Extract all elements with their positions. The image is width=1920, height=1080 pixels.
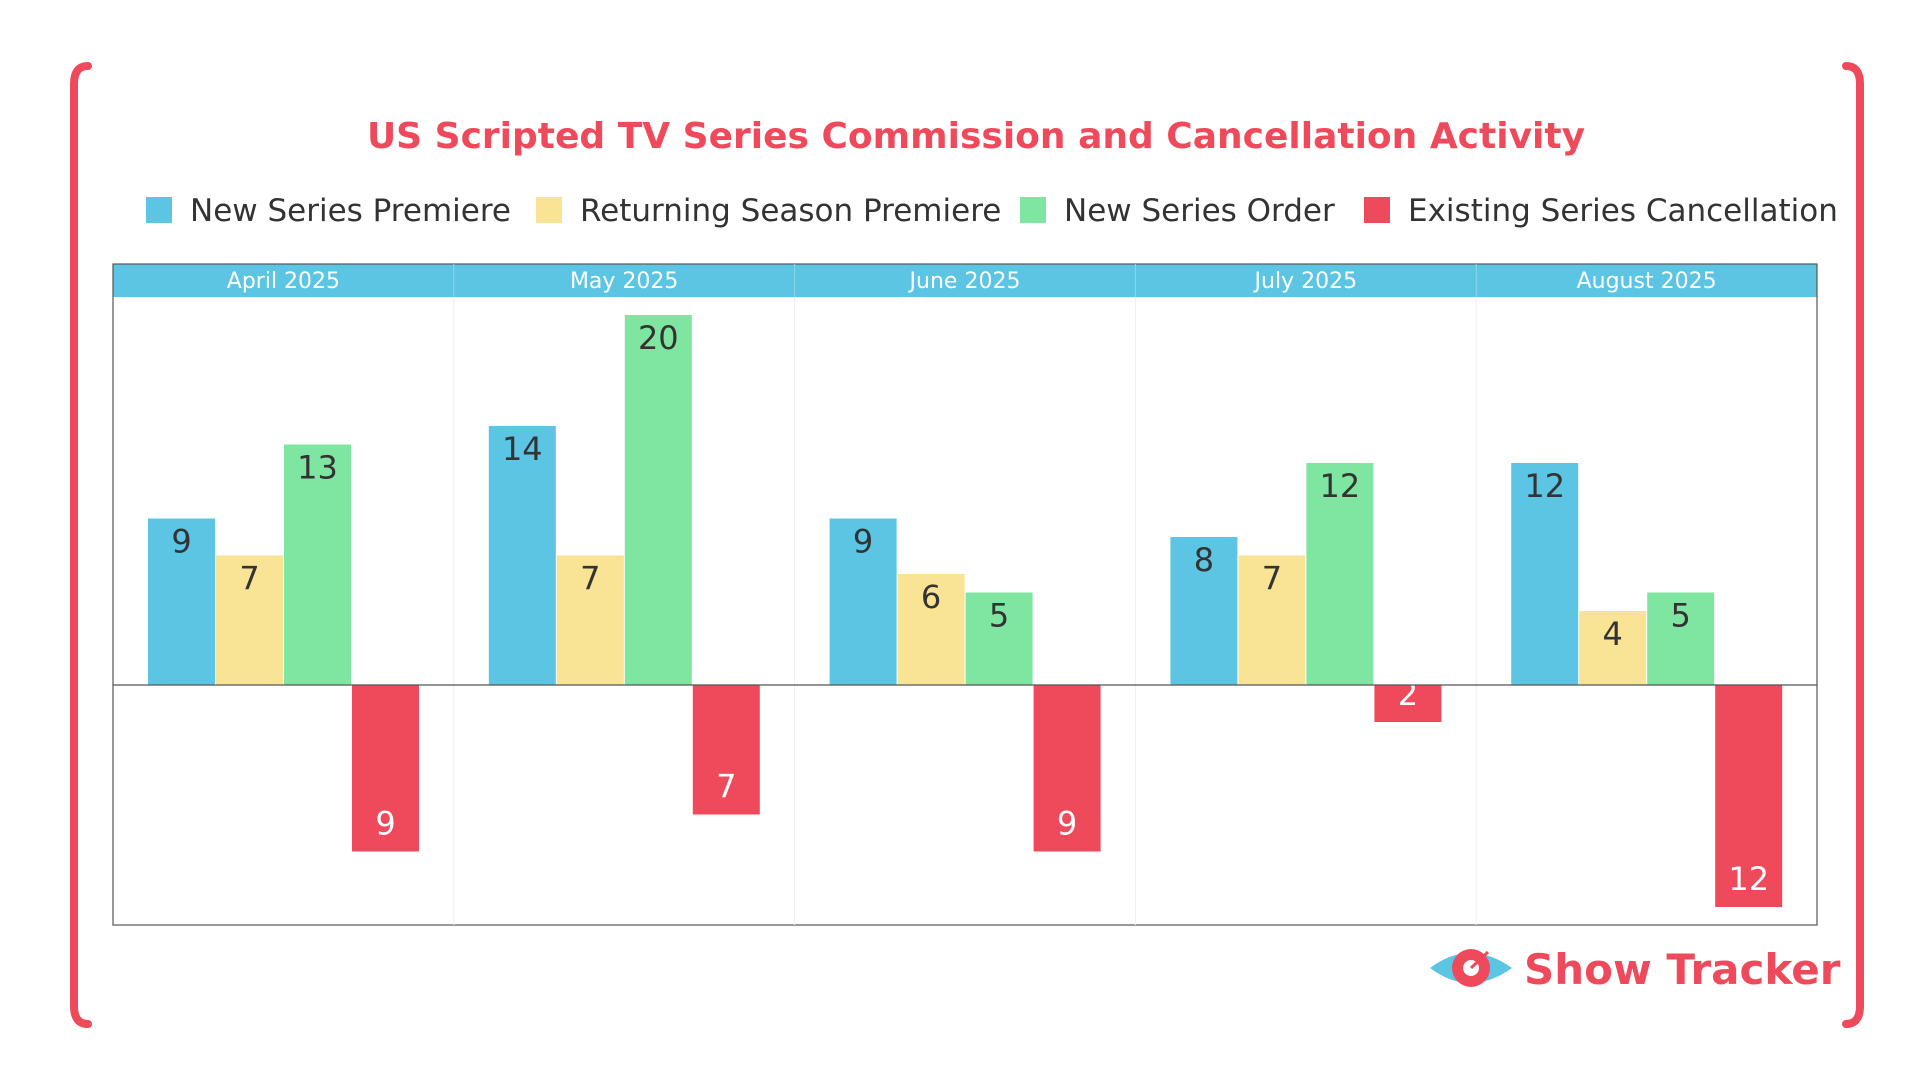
bar <box>1170 537 1238 685</box>
legend-label: Returning Season Premiere <box>580 193 1001 229</box>
chart-title: US Scripted TV Series Commission and Can… <box>367 116 1585 157</box>
bar <box>1647 592 1715 685</box>
bar <box>1306 463 1374 685</box>
bar <box>556 555 624 685</box>
legend-swatch <box>536 197 562 223</box>
bar <box>624 315 692 685</box>
data-label: 14 <box>502 430 543 468</box>
legend-swatch <box>1364 197 1390 223</box>
legend-swatch <box>1020 197 1046 223</box>
bar <box>897 574 965 685</box>
category-label: July 2025 <box>1253 269 1358 294</box>
data-label: 7 <box>1262 560 1282 598</box>
left-bracket <box>70 62 92 1028</box>
bar <box>284 444 351 685</box>
bar <box>1579 611 1647 685</box>
plot-border <box>112 263 1818 926</box>
legend: New Series Premiere Returning Season Prem… <box>146 193 1838 229</box>
bar <box>352 685 419 852</box>
data-label: 9 <box>375 805 395 843</box>
data-label: 12 <box>1524 467 1565 505</box>
category-label: May 2025 <box>570 269 678 294</box>
legend-item: New Series Order <box>1020 193 1335 229</box>
bar <box>692 685 760 815</box>
data-label: 13 <box>297 449 338 487</box>
data-label: 12 <box>1320 467 1361 505</box>
bar <box>216 555 283 685</box>
eye-icon <box>1430 949 1512 987</box>
data-label: 9 <box>853 523 873 561</box>
category-label: August 2025 <box>1577 269 1717 294</box>
data-label: 5 <box>1671 597 1691 635</box>
bar <box>1715 685 1783 907</box>
bar <box>1511 463 1579 685</box>
category-label: June 2025 <box>908 269 1021 294</box>
brand-name: Show Tracker <box>1524 945 1841 994</box>
data-label: 6 <box>921 578 941 616</box>
data-label: 9 <box>1057 805 1077 843</box>
bar <box>1374 685 1442 722</box>
right-bracket <box>1842 62 1864 1028</box>
data-label: 7 <box>239 560 259 598</box>
data-label: 12 <box>1728 860 1769 898</box>
legend-item: New Series Premiere <box>146 193 511 229</box>
data-label: 7 <box>580 560 600 598</box>
bar <box>488 426 556 685</box>
legend-item: Existing Series Cancellation <box>1364 193 1838 229</box>
bar <box>148 518 215 685</box>
legend-label: New Series Order <box>1064 193 1335 229</box>
bar <box>965 592 1033 685</box>
data-label: 5 <box>989 597 1009 635</box>
legend-swatch <box>146 197 172 223</box>
bar <box>1238 555 1306 685</box>
data-label: 4 <box>1603 615 1623 653</box>
data-label: 8 <box>1194 541 1214 579</box>
legend-label: Existing Series Cancellation <box>1408 193 1838 229</box>
data-label: 7 <box>716 768 736 806</box>
legend-label: New Series Premiere <box>190 193 511 229</box>
data-label: 9 <box>171 523 191 561</box>
data-label: 2 <box>1398 675 1418 713</box>
category-header-band <box>113 264 1817 297</box>
plot-area: April 2025 May 2025 June 2025 July 2025 Augu… <box>112 263 1818 926</box>
bar <box>1033 685 1101 852</box>
brand-logo: Show Tracker <box>1430 945 1841 994</box>
category-label: April 2025 <box>227 269 340 294</box>
bar <box>829 518 897 685</box>
legend-item: Returning Season Premiere <box>536 193 1001 229</box>
data-label: 20 <box>638 319 679 357</box>
